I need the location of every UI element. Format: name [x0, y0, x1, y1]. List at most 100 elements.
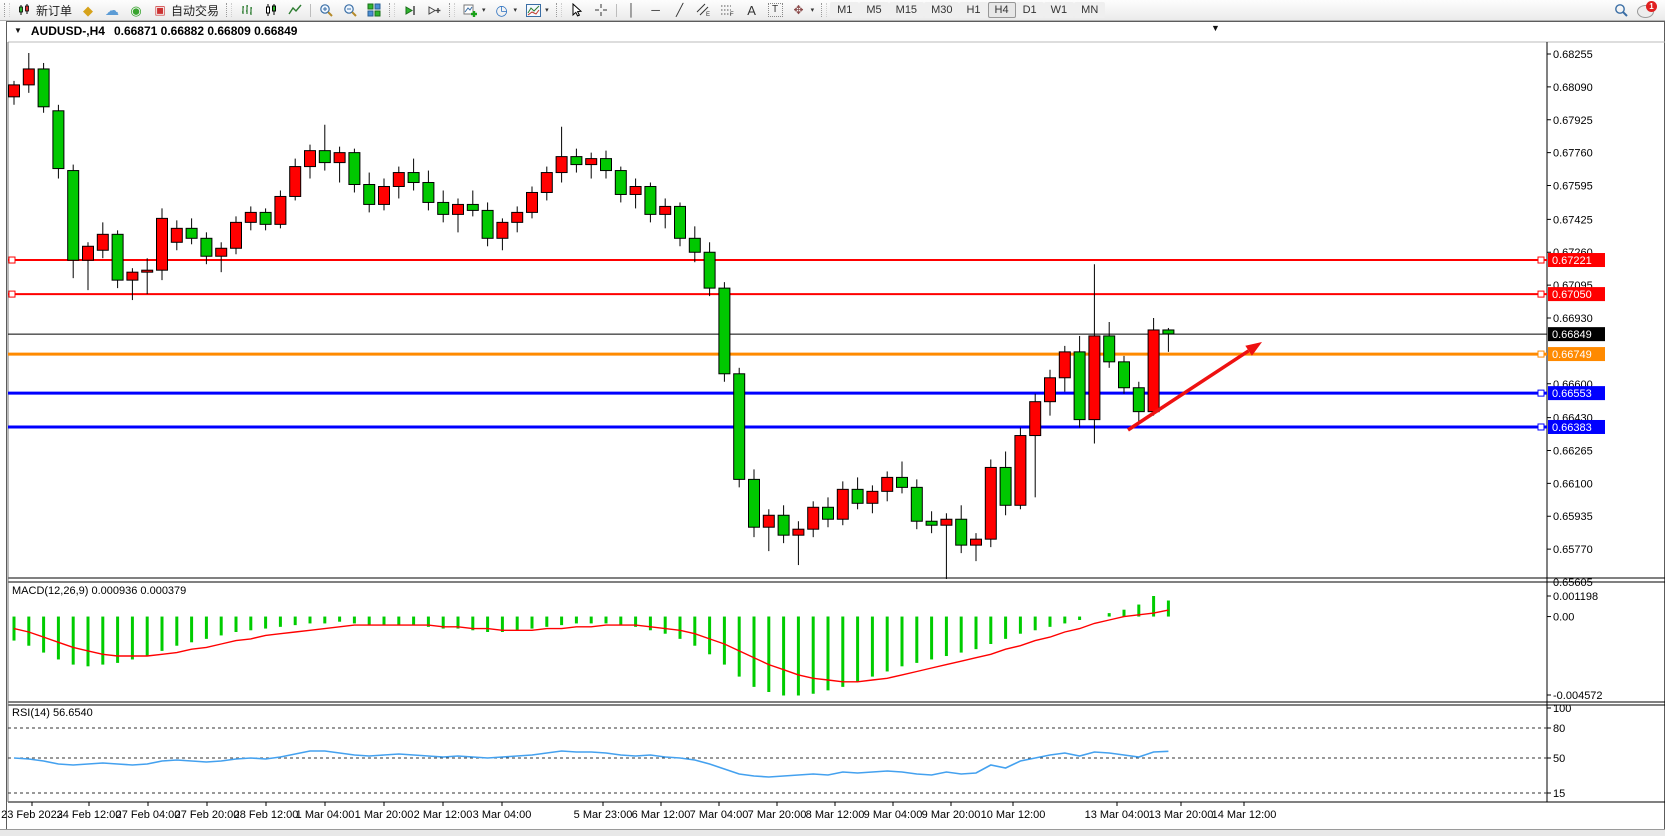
timeframe-button-M15[interactable]: M15 [888, 2, 925, 18]
clock-icon: ◷ [495, 2, 508, 18]
toolbar-grip [449, 3, 456, 17]
svg-text:2 Mar 12:00: 2 Mar 12:00 [414, 809, 473, 821]
horizontal-line-button[interactable]: ─ [644, 2, 668, 19]
svg-text:28 Feb 12:00: 28 Feb 12:00 [234, 809, 299, 821]
community-button[interactable]: ☁ [100, 2, 124, 19]
svg-text:6 Mar 12:00: 6 Mar 12:00 [632, 809, 691, 821]
signals-button[interactable]: ◉ [124, 2, 148, 19]
svg-text:0.67221: 0.67221 [1552, 255, 1592, 267]
svg-text:0.00: 0.00 [1553, 612, 1574, 624]
bar-chart-button[interactable] [235, 2, 259, 19]
community-icon: ☁ [105, 2, 120, 18]
svg-text:5 Mar 23:00: 5 Mar 23:00 [574, 809, 633, 821]
line-chart-button[interactable] [283, 2, 307, 19]
svg-text:0.65935: 0.65935 [1553, 511, 1593, 523]
horizontal-level-lines[interactable] [8, 256, 1547, 431]
add-indicator-icon [462, 3, 478, 18]
toolbar-grip [226, 3, 233, 17]
svg-text:50: 50 [1553, 753, 1565, 765]
toolbar-grip [555, 3, 562, 17]
chevron-down-icon: ▾ [810, 7, 815, 14]
timeframe-button-H4[interactable]: H4 [987, 2, 1016, 18]
svg-text:27 Feb 04:00: 27 Feb 04:00 [116, 809, 181, 821]
svg-text:0.001198: 0.001198 [1553, 591, 1598, 603]
svg-text:13 Mar 04:00: 13 Mar 04:00 [1085, 809, 1150, 821]
chart-shift-button[interactable] [422, 2, 446, 19]
trend-arrow[interactable] [1127, 342, 1262, 432]
equidistant-channel-icon: E [696, 3, 712, 18]
timeframe-button-W1[interactable]: W1 [1043, 2, 1075, 18]
cursor-button[interactable] [565, 2, 589, 19]
text-icon: A [747, 2, 756, 18]
macd-indicator-label: MACD(12,26,9) 0.000936 0.000379 [12, 585, 187, 597]
candlestick-chart-icon [263, 3, 279, 18]
svg-text:0.66265: 0.66265 [1553, 445, 1593, 457]
svg-text:0.67925: 0.67925 [1553, 115, 1593, 127]
timeframe-button-M1[interactable]: M1 [830, 2, 860, 18]
timeframe-button-D1[interactable]: D1 [1015, 2, 1044, 18]
vertical-line-button[interactable]: │ [620, 2, 644, 19]
candles [8, 53, 1175, 580]
text-label-button[interactable]: T [764, 2, 787, 19]
arrows-icon: ✥ [793, 3, 804, 17]
candlestick-chart-button[interactable] [259, 2, 283, 19]
svg-text:0.65605: 0.65605 [1553, 577, 1593, 589]
svg-text:0.67760: 0.67760 [1553, 148, 1593, 160]
periods-button[interactable]: ◷ ▾ [490, 2, 522, 19]
chart-shift-icon [426, 3, 442, 18]
svg-text:0.66553: 0.66553 [1552, 388, 1592, 400]
zoom-out-button[interactable] [338, 2, 362, 19]
new-order-button[interactable]: 新订单 [13, 2, 76, 19]
arrows-button[interactable]: ✥ ▾ [787, 2, 819, 19]
timeframe-button-M5[interactable]: M5 [859, 2, 889, 18]
rsi-indicator-label: RSI(14) 56.6540 [12, 707, 93, 719]
svg-text:23 Feb 2023: 23 Feb 2023 [1, 809, 63, 821]
zoom-out-icon [342, 3, 358, 18]
auto-scroll-button[interactable] [398, 2, 422, 19]
svg-text:9 Mar 20:00: 9 Mar 20:00 [922, 809, 981, 821]
styles-button[interactable]: ◆ [76, 2, 100, 19]
chevron-down-icon: ▾ [482, 7, 486, 14]
svg-text:14 Mar 12:00: 14 Mar 12:00 [1212, 809, 1277, 821]
templates-button[interactable]: ▾ [521, 2, 553, 19]
template-icon [525, 3, 541, 18]
chart-shift-marker[interactable]: ▼ [1211, 23, 1220, 33]
search-icon[interactable] [1613, 3, 1629, 18]
macd-panel: 0.001198 0.00 -0.004572 [12, 591, 1603, 702]
svg-text:0.66749: 0.66749 [1552, 349, 1592, 361]
chart-ohlc-values: 0.66871 0.66882 0.66809 0.66849 [113, 23, 298, 38]
fibonacci-button[interactable]: F [716, 2, 740, 19]
chevron-down-icon: ▾ [513, 7, 518, 14]
styles-icon: ◆ [83, 2, 94, 18]
timeframe-button-H1[interactable]: H1 [959, 2, 988, 18]
svg-text:1 Mar 20:00: 1 Mar 20:00 [355, 809, 414, 821]
svg-text:15: 15 [1553, 788, 1565, 800]
svg-text:0.66849: 0.66849 [1552, 329, 1592, 341]
collapse-arrow-icon[interactable]: ▼ [14, 26, 22, 35]
svg-text:27 Feb 20:00: 27 Feb 20:00 [175, 809, 240, 821]
toolbar: 新订单 ◆ ☁ ◉ ▣ 自动交易 [0, 0, 1665, 21]
zoom-in-button[interactable] [314, 2, 338, 19]
new-order-icon [17, 3, 33, 18]
window-bottom-frame [0, 829, 1665, 836]
svg-text:0.67425: 0.67425 [1553, 214, 1593, 226]
equidistant-channel-button[interactable]: E [692, 2, 716, 19]
timeframe-button-M30[interactable]: M30 [924, 2, 960, 18]
text-button[interactable]: A [740, 2, 764, 19]
svg-text:13 Mar 20:00: 13 Mar 20:00 [1149, 809, 1214, 821]
svg-text:7 Mar 04:00: 7 Mar 04:00 [690, 809, 749, 821]
timeframe-group: M1 M5 M15 M30 H1 H4 D1 W1 MN [830, 2, 1106, 18]
crosshair-button[interactable] [589, 2, 613, 19]
svg-text:1 Mar 04:00: 1 Mar 04:00 [296, 809, 355, 821]
cursor-icon [569, 3, 585, 18]
tile-windows-icon [366, 3, 382, 18]
tile-windows-button[interactable] [362, 2, 386, 19]
timeframe-button-MN[interactable]: MN [1074, 2, 1106, 18]
add-indicator-button[interactable]: ▾ [458, 2, 490, 19]
autotrading-button[interactable]: ▣ 自动交易 [148, 2, 223, 19]
trendline-icon: ╱ [675, 3, 684, 17]
notification-balloon[interactable]: 1 [1637, 0, 1657, 18]
toolbar-right: 1 [1613, 0, 1665, 18]
trendline-button[interactable]: ╱ [668, 2, 692, 19]
